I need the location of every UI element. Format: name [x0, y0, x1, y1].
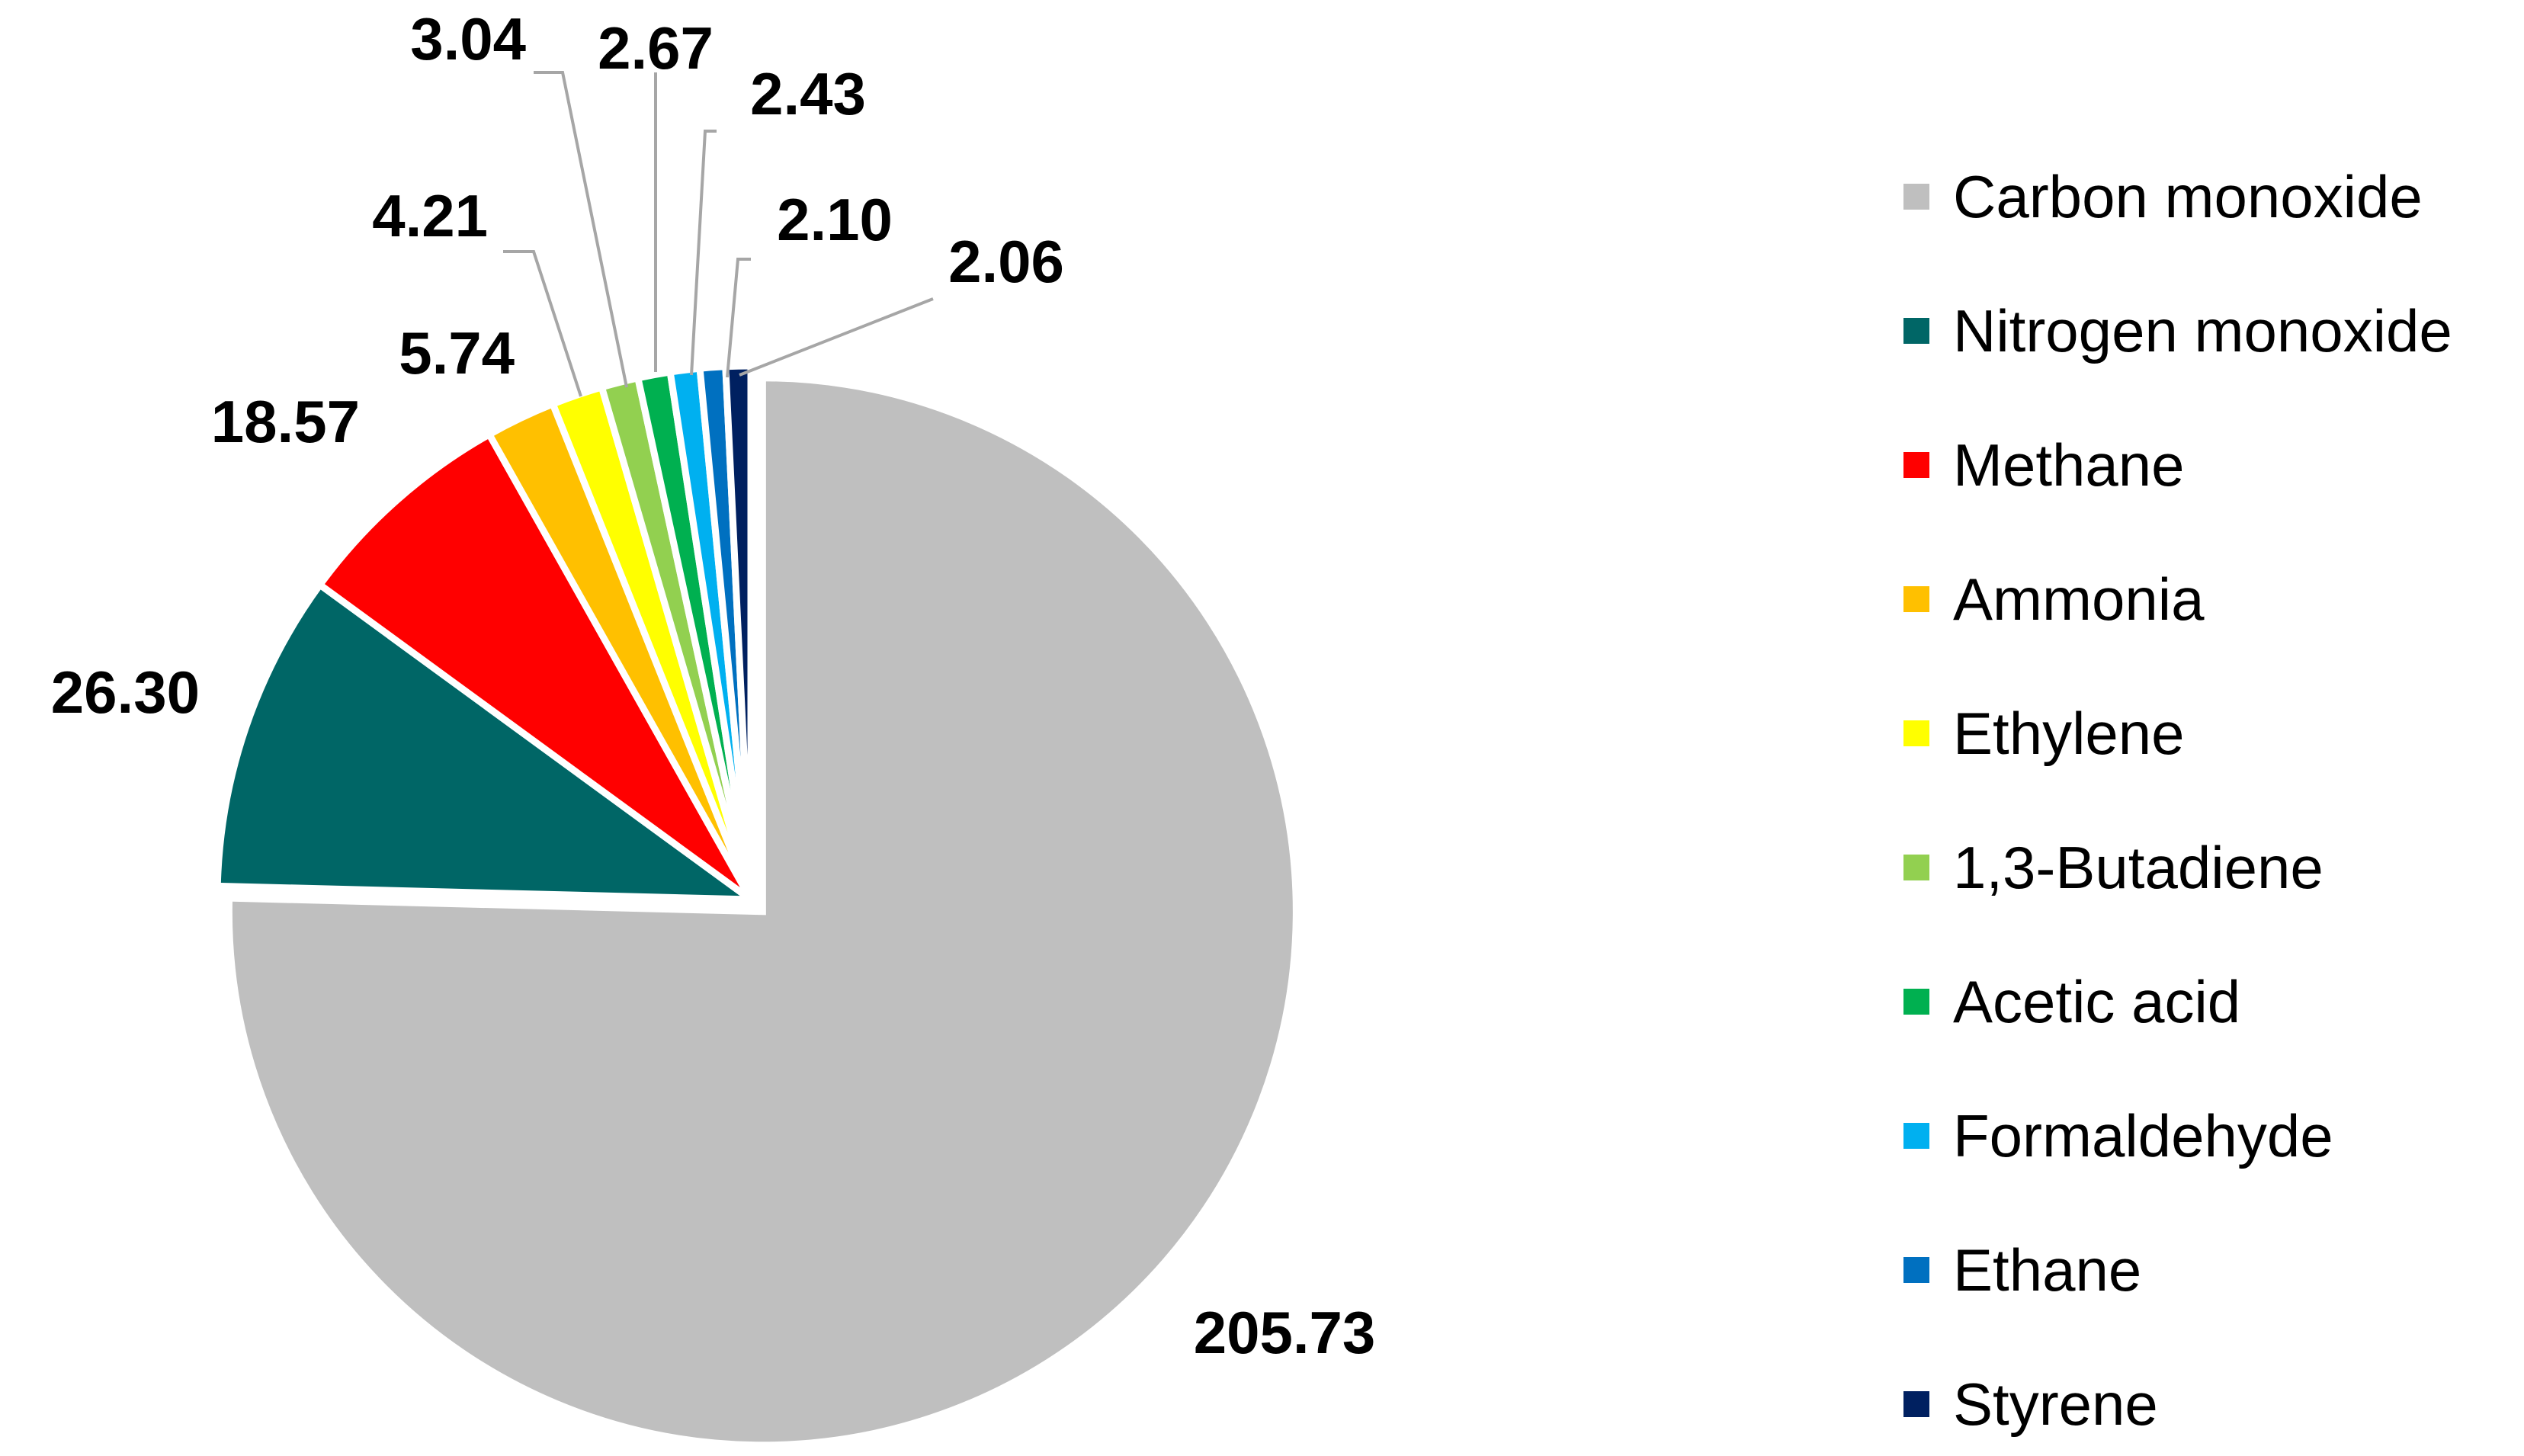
- data-label-styrene: 2.06: [948, 228, 1064, 295]
- legend-swatch: [1903, 184, 1929, 210]
- leader-line-styrene: [739, 297, 934, 377]
- legend-label: Ethylene: [1953, 700, 2185, 767]
- legend-swatch: [1903, 855, 1929, 880]
- leader-line-ethylene: [503, 250, 582, 397]
- legend-label: Ammonia: [1953, 566, 2205, 633]
- legend-label: Formaldehyde: [1953, 1102, 2333, 1169]
- pie-slice-nitrogen-monoxide: [213, 579, 762, 903]
- legend-item-ethane: Ethane: [1903, 1236, 2141, 1304]
- pie-slices: [213, 362, 1300, 1449]
- data-label-formaldehyde: 2.43: [750, 60, 866, 127]
- data-label-carbon-monoxide: 205.73: [1194, 1299, 1376, 1366]
- data-label-nitrogen-monoxide: 26.30: [51, 659, 200, 726]
- legend-item-styrene: Styrene: [1903, 1371, 2158, 1438]
- legend-item-carbon-monoxide: Carbon monoxide: [1903, 163, 2423, 230]
- legend-label: 1,3-Butadiene: [1953, 834, 2324, 901]
- leader-lines: [503, 71, 934, 397]
- legend-swatch: [1903, 989, 1929, 1015]
- legend-swatch: [1903, 586, 1929, 612]
- legend-item-nitrogen-monoxide: Nitrogen monoxide: [1903, 297, 2452, 364]
- legend-label: Carbon monoxide: [1953, 163, 2423, 230]
- legend-label: Acetic acid: [1953, 968, 2240, 1035]
- legend-item-methane: Methane: [1903, 431, 2185, 499]
- legend: Carbon monoxide Nitrogen monoxide Methane A…: [1903, 163, 2452, 1438]
- legend-label: Styrene: [1953, 1371, 2158, 1438]
- legend-swatch: [1903, 1391, 1929, 1417]
- legend-item-formaldehyde: Formaldehyde: [1903, 1102, 2333, 1169]
- data-label-1-3-butadiene: 3.04: [410, 5, 526, 72]
- legend-item-ammonia: Ammonia: [1903, 566, 2205, 633]
- data-label-ethane: 2.10: [777, 186, 893, 253]
- legend-swatch: [1903, 1257, 1929, 1283]
- data-label-acetic-acid: 2.67: [598, 14, 714, 82]
- legend-item-acetic-acid: Acetic acid: [1903, 968, 2240, 1035]
- leader-line-ethane: [726, 258, 751, 378]
- leader-line-1-3-butadiene: [534, 71, 628, 388]
- legend-swatch: [1903, 452, 1929, 478]
- pie-slice-methane: [315, 429, 754, 903]
- legend-label: Nitrogen monoxide: [1953, 297, 2452, 364]
- data-label-methane: 18.57: [211, 388, 360, 455]
- data-label-ethylene: 4.21: [372, 182, 488, 249]
- legend-item-1-3-butadiene: 1,3-Butadiene: [1903, 834, 2324, 901]
- data-labels: 205.73 26.30 18.57 5.74 4.21 3.04 2.67 2.43 2.10…: [51, 5, 1375, 1366]
- legend-label: Ethane: [1953, 1236, 2141, 1304]
- data-label-ammonia: 5.74: [399, 319, 515, 386]
- legend-item-ethylene: Ethylene: [1903, 700, 2185, 767]
- leader-line-formaldehyde: [690, 130, 717, 376]
- legend-label: Methane: [1953, 431, 2185, 499]
- legend-swatch: [1903, 318, 1929, 344]
- pie-slice-carbon-monoxide: [225, 374, 1300, 1449]
- pie-slice-styrene: [722, 362, 755, 900]
- legend-swatch: [1903, 1123, 1929, 1149]
- legend-swatch: [1903, 720, 1929, 746]
